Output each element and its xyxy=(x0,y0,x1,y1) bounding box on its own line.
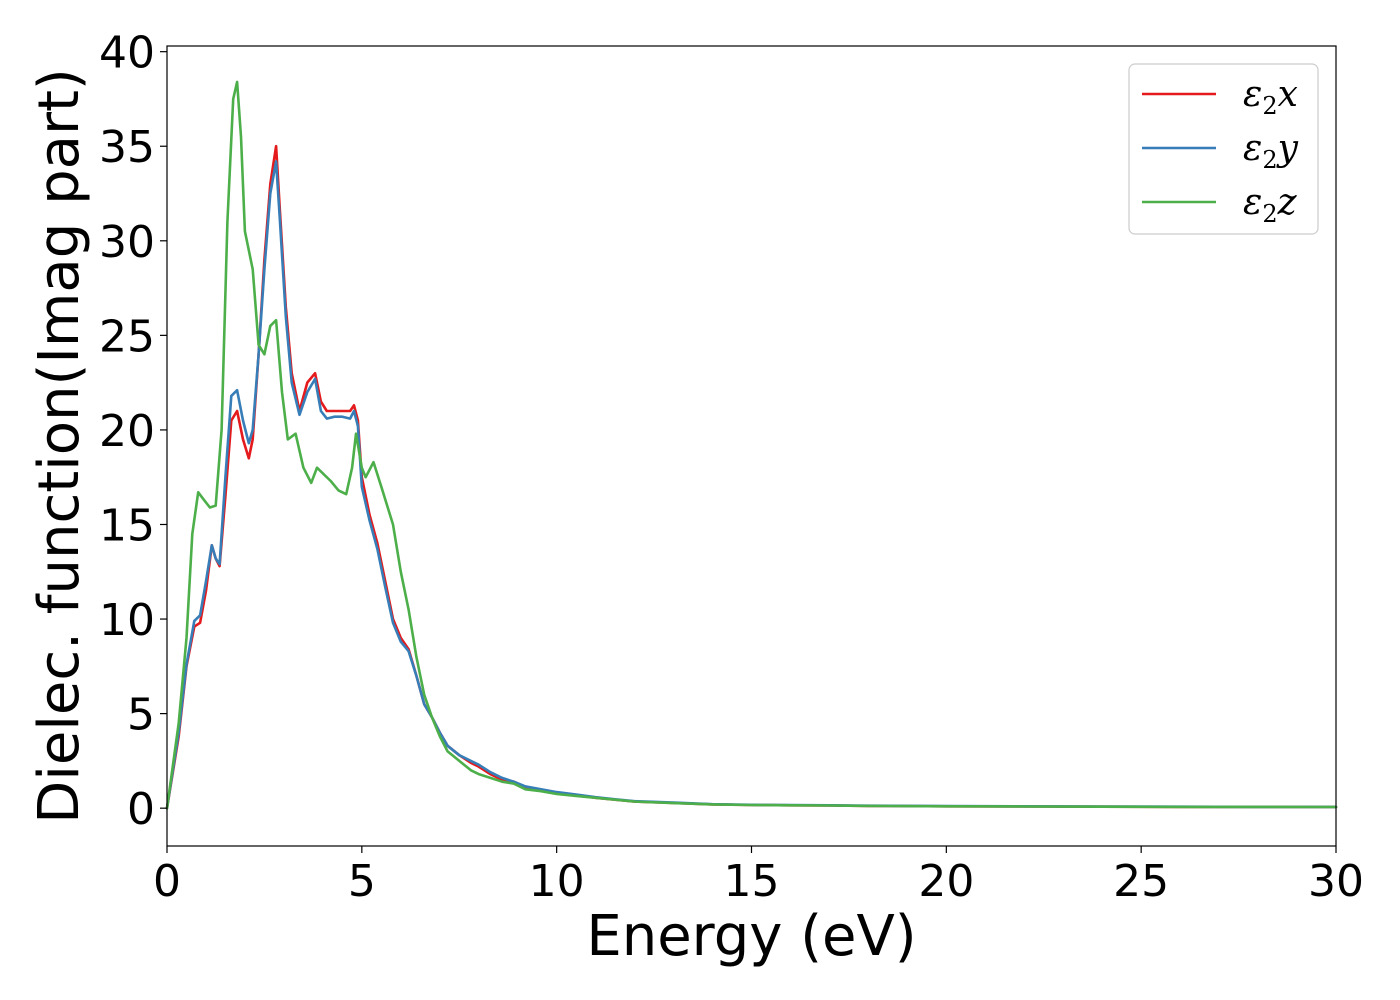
y-axis-title: Dielec. function(Imag part) xyxy=(27,68,92,824)
series-line-1 xyxy=(165,144,1338,810)
legend-label-2: ε2y xyxy=(1243,128,1299,174)
series-line-2 xyxy=(165,160,1338,810)
series-line-3 xyxy=(165,80,1338,810)
y-tick-label: 15 xyxy=(99,500,155,551)
x-axis-title: Energy (eV) xyxy=(586,904,916,969)
x-tick-label: 20 xyxy=(918,856,974,907)
x-tick-label: 10 xyxy=(529,856,585,907)
y-tick-label: 35 xyxy=(99,122,155,173)
y-axis: 0 5 10 15 20 25 30 35 40 xyxy=(99,28,167,835)
y-tick-label: 10 xyxy=(99,595,155,646)
legend-label-3: ε2z xyxy=(1243,182,1298,228)
y-tick-label: 25 xyxy=(99,311,155,362)
x-tick-label: 0 xyxy=(153,856,181,907)
x-tick-label: 5 xyxy=(348,856,376,907)
x-tick-label: 15 xyxy=(724,856,780,907)
y-tick-label: 20 xyxy=(99,406,155,457)
legend-label-1: ε2x xyxy=(1243,74,1298,120)
legend-box xyxy=(1128,63,1319,235)
y-tick-label: 5 xyxy=(127,690,155,741)
y-tick-label: 0 xyxy=(127,784,155,835)
x-axis: 0 5 10 15 20 25 30 xyxy=(153,846,1364,907)
x-tick-label: 25 xyxy=(1113,856,1169,907)
x-tick-label: 30 xyxy=(1308,856,1364,907)
y-tick-label: 30 xyxy=(99,217,155,268)
y-tick-label: 40 xyxy=(99,28,155,79)
legend: ε2x ε2y ε2z xyxy=(1128,63,1319,235)
series-layer xyxy=(165,80,1338,810)
